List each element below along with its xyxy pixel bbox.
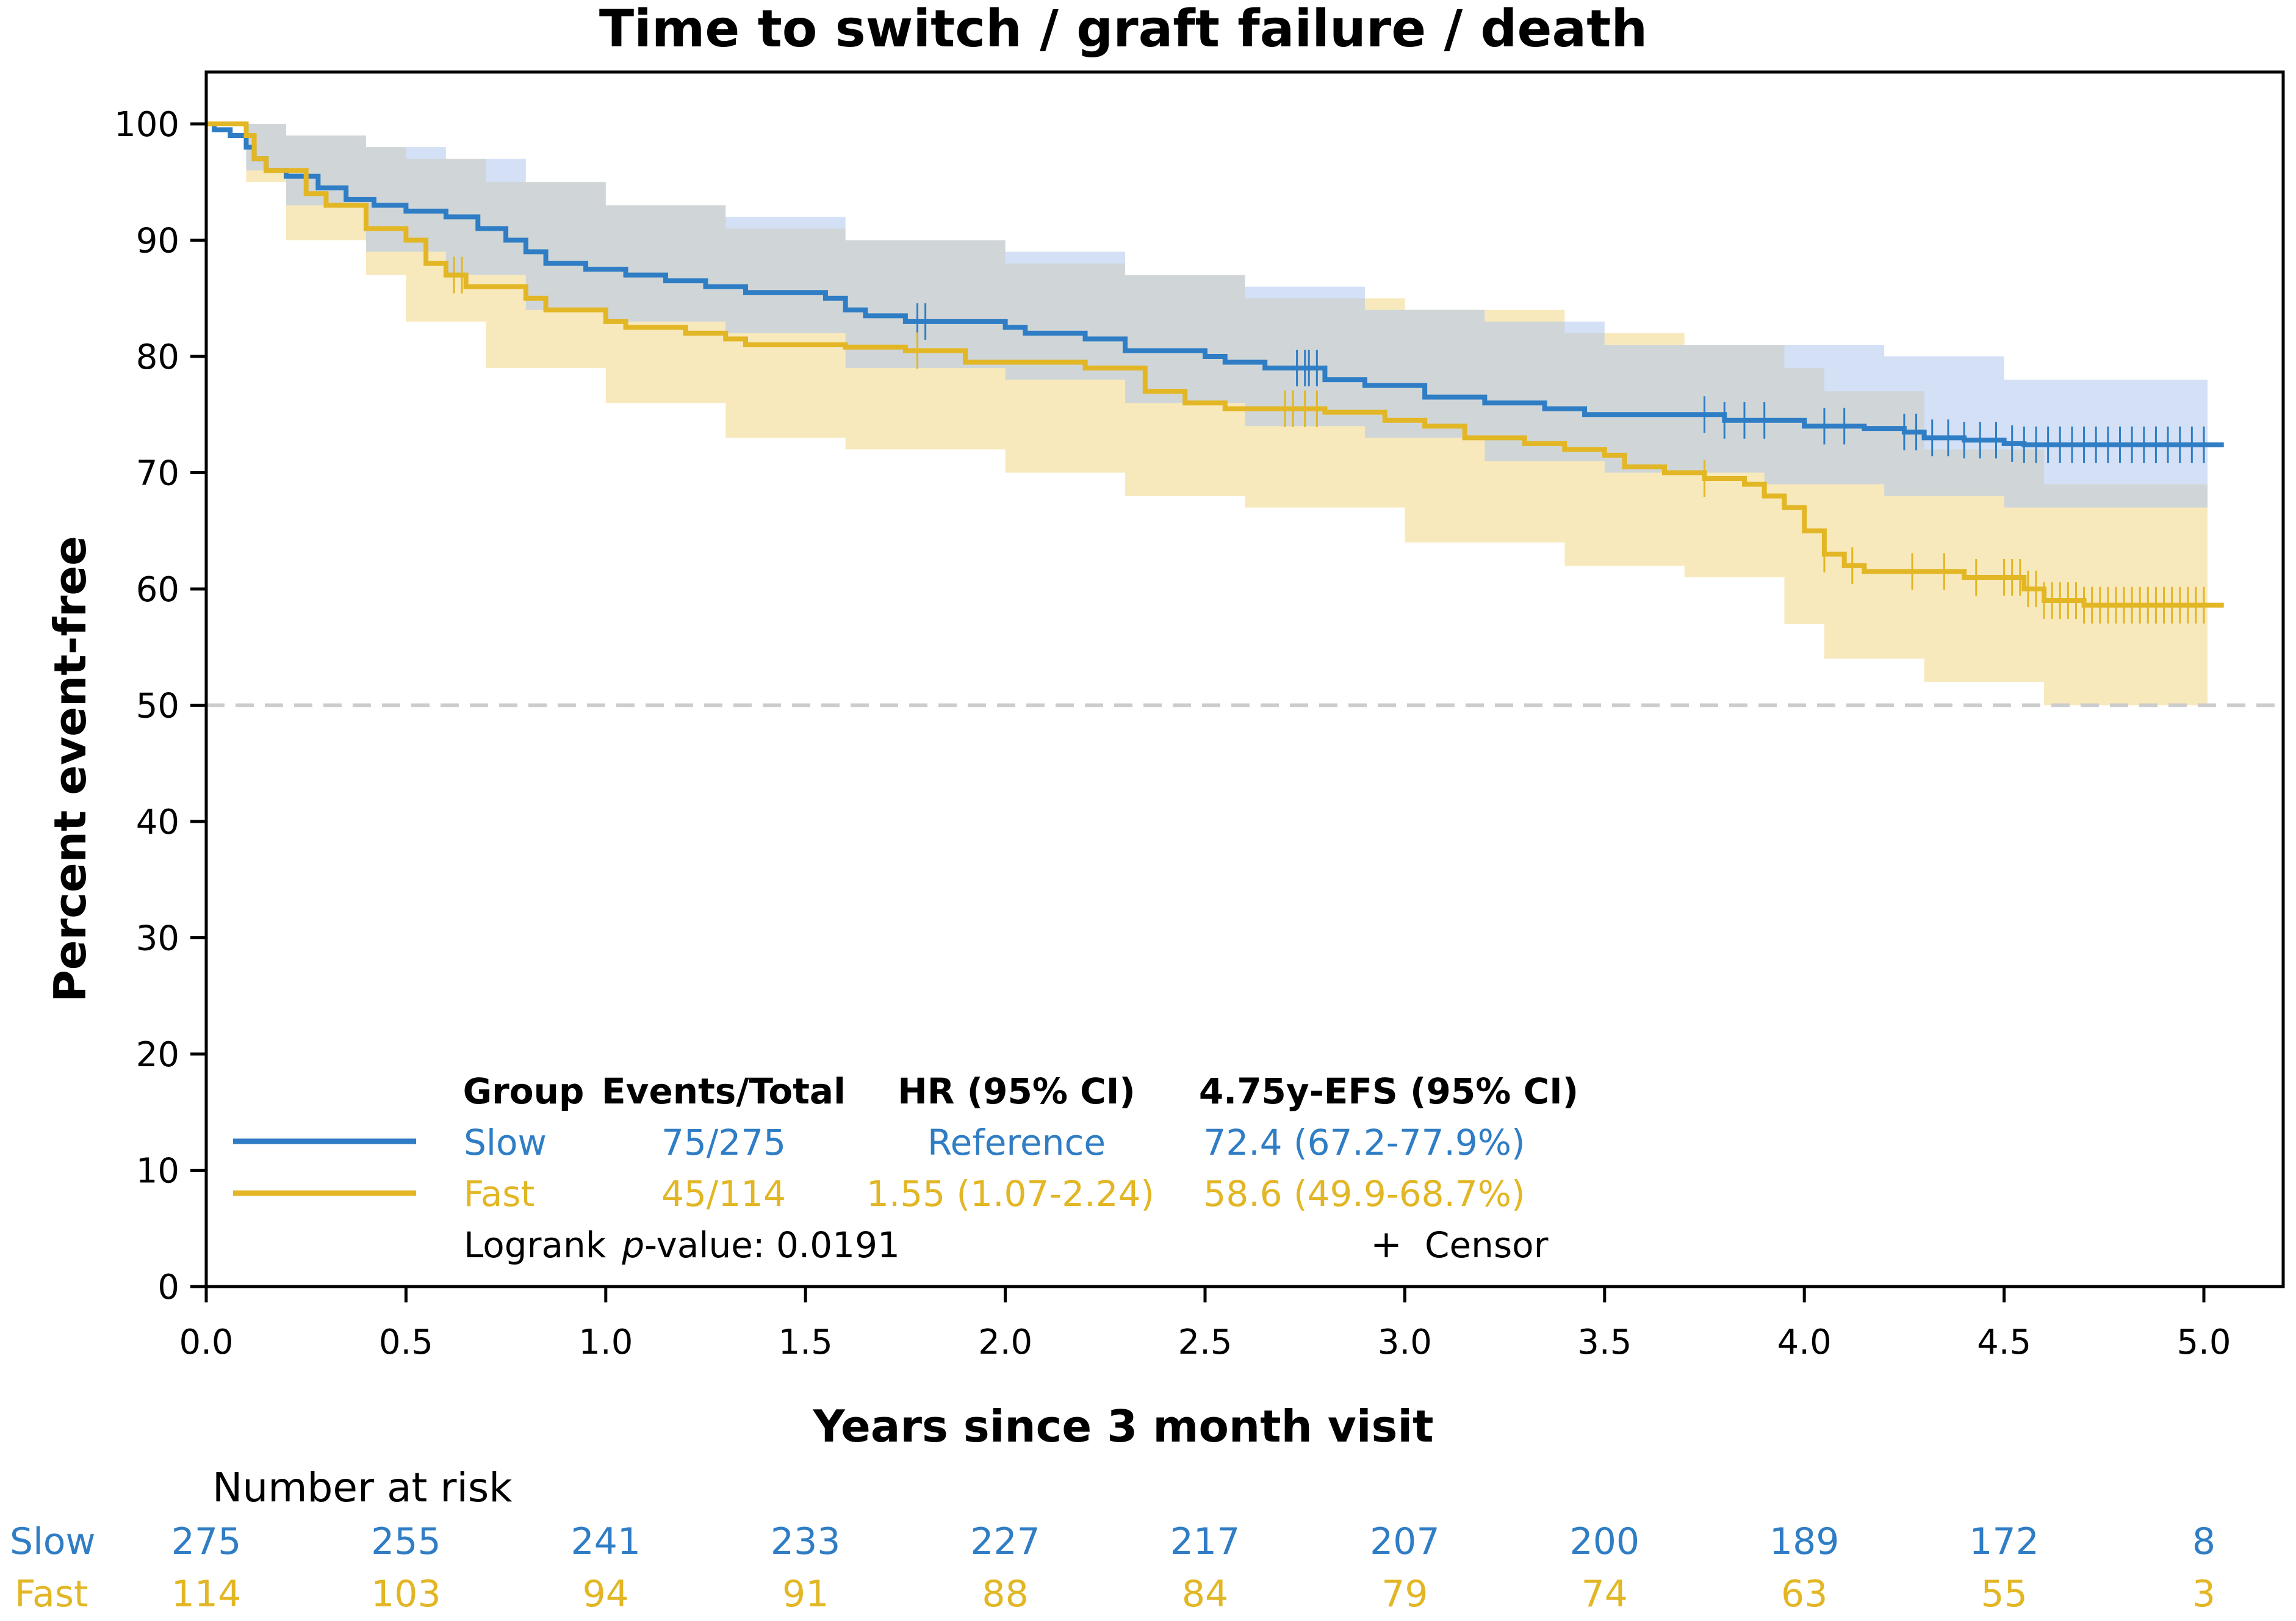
risk-value-slow: 200 <box>1570 1520 1640 1563</box>
y-tick-label: 50 <box>136 687 179 726</box>
risk-value-slow: 241 <box>571 1520 641 1563</box>
risk-value-fast: 74 <box>1582 1573 1628 1616</box>
risk-value-fast: 94 <box>583 1573 629 1616</box>
risk-value-slow: 217 <box>1170 1520 1240 1563</box>
x-tick-label: 0.5 <box>379 1323 433 1362</box>
plot-frame <box>204 70 2285 1288</box>
p-value: -value: 0.0191 <box>644 1224 900 1266</box>
x-axis-label: Years since 3 month visit <box>813 1401 1434 1452</box>
risk-value-slow: 8 <box>2192 1520 2215 1563</box>
risk-table-title: Number at risk <box>212 1464 513 1511</box>
x-tick-label: 5.0 <box>2176 1323 2231 1362</box>
risk-value-slow: 189 <box>1769 1520 1840 1563</box>
censor-symbol: + <box>1370 1222 1402 1266</box>
risk-value-fast: 3 <box>2192 1573 2215 1616</box>
risk-value-fast: 88 <box>982 1573 1028 1616</box>
legend-fast-efs: 58.6 (49.9-68.7%) <box>1203 1173 1525 1215</box>
x-tick-label: 4.0 <box>1777 1323 1832 1362</box>
y-tick-label: 40 <box>136 803 179 842</box>
legend-slow-events: 75/275 <box>661 1122 786 1163</box>
censor-label: Censor <box>1425 1224 1549 1266</box>
chart-title: Time to switch / graft failure / death <box>599 0 1647 59</box>
legend-fast-group: Fast <box>464 1173 535 1215</box>
legend-fast-hr: 1.55 (1.07-2.24) <box>866 1173 1154 1215</box>
y-tick-label: 20 <box>136 1035 179 1075</box>
y-tick-label: 10 <box>136 1152 179 1191</box>
risk-value-fast: 103 <box>371 1573 441 1616</box>
y-tick-label: 0 <box>157 1268 179 1307</box>
y-tick-label: 60 <box>136 570 179 610</box>
confidence-bands <box>206 124 2208 706</box>
x-axis: 0.0 0.5 1.0 1.5 2.0 2.5 3.0 3.5 4.0 4.5 5.0 <box>179 1287 2231 1362</box>
km-curve-fast <box>206 121 2224 608</box>
legend-header-events: Events/Total <box>602 1070 846 1112</box>
y-tick-label: 90 <box>136 222 179 261</box>
risk-value-fast: 114 <box>171 1573 242 1616</box>
y-axis: 0 10 20 30 40 50 60 70 80 90 100 <box>114 105 206 1307</box>
x-tick-label: 1.5 <box>779 1323 833 1362</box>
p-italic: p <box>621 1224 644 1266</box>
legend-header-group: Group <box>463 1070 585 1112</box>
risk-table: Slow 275 255 241 233 227 217 207 200 189 172 8 Fast 1… <box>10 1520 2215 1616</box>
legend-header-efs: 4.75y-EFS (95% CI) <box>1199 1070 1578 1112</box>
logrank-text: Logrank p-value: 0.0191 <box>464 1224 900 1266</box>
legend-slow-group: Slow <box>464 1122 547 1163</box>
y-tick-label: 30 <box>136 919 179 959</box>
risk-row-label-slow: Slow <box>10 1520 96 1563</box>
risk-value-fast: 79 <box>1381 1573 1428 1616</box>
x-tick-label: 0.0 <box>179 1323 233 1362</box>
risk-value-slow: 172 <box>1969 1520 2039 1563</box>
x-tick-label: 3.5 <box>1577 1323 1632 1362</box>
y-tick-label: 80 <box>136 338 179 377</box>
x-tick-label: 3.0 <box>1378 1323 1432 1362</box>
y-tick-label: 100 <box>114 105 179 145</box>
y-axis-label: Percent event-free <box>45 536 96 1002</box>
x-tick-label: 2.5 <box>1178 1323 1232 1362</box>
x-tick-label: 2.0 <box>978 1323 1032 1362</box>
x-tick-label: 1.0 <box>578 1323 633 1362</box>
risk-value-slow: 227 <box>970 1520 1040 1563</box>
risk-value-fast: 84 <box>1182 1573 1228 1616</box>
risk-row-label-fast: Fast <box>15 1573 88 1616</box>
x-tick-label: 4.5 <box>1977 1323 2031 1362</box>
ci-band-slow <box>206 124 2208 508</box>
risk-value-fast: 55 <box>1981 1573 2027 1616</box>
legend-slow-efs: 72.4 (67.2-77.9%) <box>1203 1122 1525 1163</box>
censor-marks <box>453 256 2205 624</box>
risk-value-slow: 255 <box>371 1520 441 1563</box>
risk-value-slow: 275 <box>171 1520 242 1563</box>
risk-value-fast: 91 <box>782 1573 829 1616</box>
legend-slow-hr: Reference <box>927 1122 1106 1163</box>
risk-value-slow: 233 <box>771 1520 841 1563</box>
legend: Group Events/Total HR (95% CI) 4.75y-EFS… <box>233 1070 1578 1266</box>
logrank-label: Logrank <box>464 1224 606 1266</box>
risk-value-slow: 207 <box>1370 1520 1440 1563</box>
y-tick-label: 70 <box>136 454 179 494</box>
legend-header-hr: HR (95% CI) <box>898 1070 1135 1112</box>
legend-fast-events: 45/114 <box>661 1173 786 1215</box>
risk-value-fast: 63 <box>1781 1573 1827 1616</box>
